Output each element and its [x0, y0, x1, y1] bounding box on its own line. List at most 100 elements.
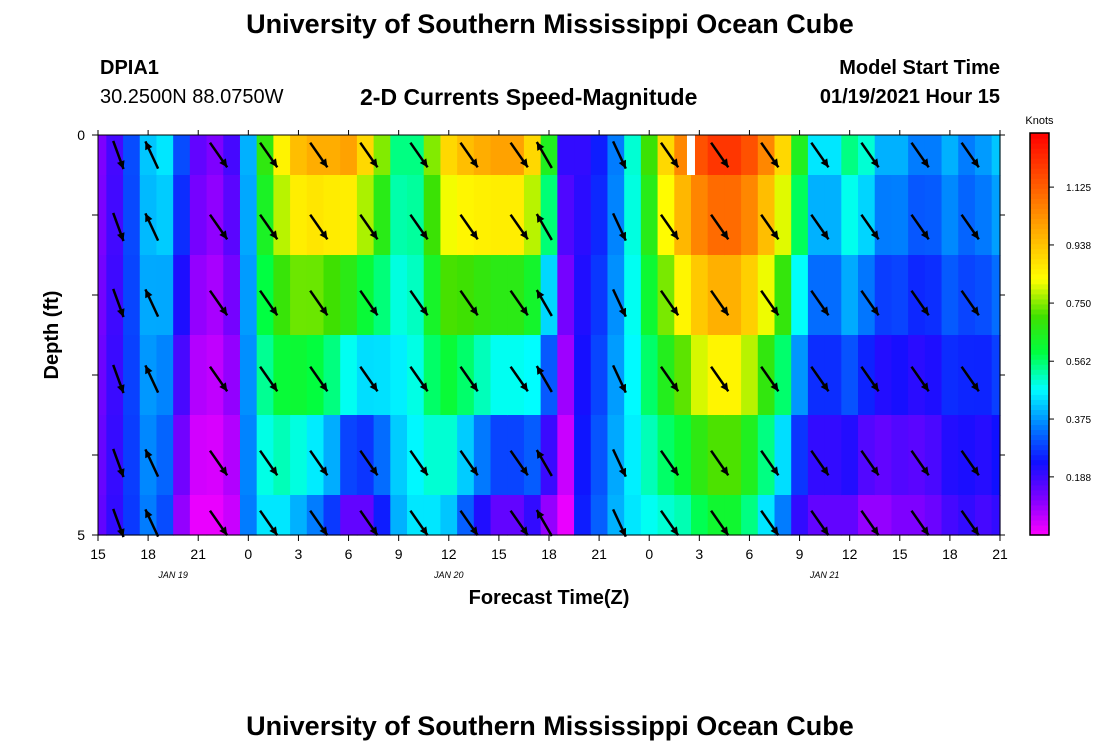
heat-cell [640, 135, 659, 176]
heat-cell [791, 335, 809, 416]
x-tick-label: 15 [90, 546, 106, 562]
colorbar-segment [1030, 364, 1049, 370]
heat-cell [858, 255, 876, 336]
current-arrow [259, 213, 279, 241]
heat-cell [974, 135, 993, 176]
heat-cell [824, 335, 842, 416]
heat-cell [674, 175, 692, 256]
heat-cell [407, 175, 425, 256]
heat-cell [457, 255, 475, 336]
colorbar-segment [1030, 404, 1049, 410]
arrow-head [520, 526, 528, 536]
heat-cell [98, 255, 107, 336]
heat-cell [340, 335, 358, 416]
current-arrow [208, 365, 229, 393]
arrow-head [820, 306, 829, 316]
arrow-head [117, 308, 125, 318]
heat-cell [774, 135, 792, 176]
colorbar-segment [1030, 223, 1049, 230]
colorbar-segment [1030, 504, 1049, 511]
heat-cell [423, 175, 442, 256]
arrow-head [269, 230, 278, 240]
heat-cell [908, 495, 926, 536]
heat-cell [206, 135, 224, 176]
heat-cell [791, 175, 809, 256]
colorbar-segment [1030, 359, 1049, 365]
colorbar-segment [1030, 258, 1049, 265]
arrow-head [520, 230, 528, 240]
heat-cell [390, 255, 408, 336]
colorbar-segment [1030, 188, 1049, 194]
heat-cell [223, 255, 241, 336]
current-arrow [535, 213, 553, 241]
current-arrow [309, 365, 329, 393]
colorbar-segment [1030, 469, 1049, 476]
heat-cell [624, 135, 642, 176]
arrow-head [369, 158, 378, 168]
heat-cell [858, 175, 876, 256]
model-start-time: 01/19/2021 Hour 15 [819, 86, 1000, 108]
heat-cell [290, 175, 308, 256]
heat-cell [540, 415, 558, 496]
arrow-head [219, 466, 228, 476]
arrow-head [971, 306, 979, 316]
heat-cell [974, 415, 993, 496]
heat-cell [958, 255, 976, 336]
arrow-head [971, 230, 979, 240]
current-arrow [359, 141, 379, 169]
heat-cell [340, 255, 358, 336]
heat-cell [306, 135, 325, 176]
heat-cell [791, 495, 809, 536]
heat-cell [657, 255, 675, 336]
heat-cell [373, 135, 391, 176]
heat-cell [908, 415, 926, 496]
arrow-head [920, 466, 929, 476]
current-arrow [459, 449, 479, 477]
heat-cell [373, 255, 391, 336]
current-arrow [910, 141, 930, 169]
arrow-head [117, 384, 125, 394]
heat-cell [574, 175, 592, 256]
current-arrow [112, 364, 125, 394]
heat-cell [791, 255, 809, 336]
heat-cell [824, 415, 842, 496]
heat-cell [941, 255, 959, 336]
colorbar-tick-label: 0.188 [1066, 473, 1091, 484]
heat-cell [858, 495, 876, 536]
current-arrow [509, 289, 529, 317]
heat-cell [707, 415, 725, 496]
arrow-head [145, 289, 153, 299]
colorbar-segment [1030, 248, 1049, 255]
current-arrow [910, 509, 930, 537]
heat-cell [490, 175, 508, 256]
x-tick-label: 18 [541, 546, 557, 562]
current-arrow [208, 509, 229, 537]
heat-cell [540, 335, 558, 416]
colorbar-segment [1030, 328, 1049, 335]
heat-cell [373, 335, 391, 416]
colorbar-segment [1030, 243, 1049, 250]
colorbar-segment [1030, 464, 1049, 471]
heat-cell [574, 415, 592, 496]
arrow-head [469, 230, 478, 240]
arrow-head [670, 526, 679, 536]
current-arrow [112, 288, 125, 318]
current-arrow [659, 213, 680, 241]
heat-cell [841, 255, 859, 336]
x-tick-label: 12 [441, 546, 457, 562]
current-arrow [710, 213, 730, 241]
arrow-head [920, 306, 929, 316]
heat-cell [473, 255, 492, 336]
arrow-head [319, 466, 328, 476]
heat-cell [557, 415, 575, 496]
arrow-head [469, 466, 478, 476]
colorbar-segment [1030, 238, 1049, 245]
current-arrow [910, 365, 930, 393]
current-arrow [960, 289, 980, 317]
heat-cell [390, 135, 408, 176]
current-arrow [144, 288, 160, 318]
heat-cell [874, 335, 893, 416]
arrow-head [117, 160, 125, 170]
heat-cell [156, 495, 174, 536]
heat-cell [340, 415, 358, 496]
